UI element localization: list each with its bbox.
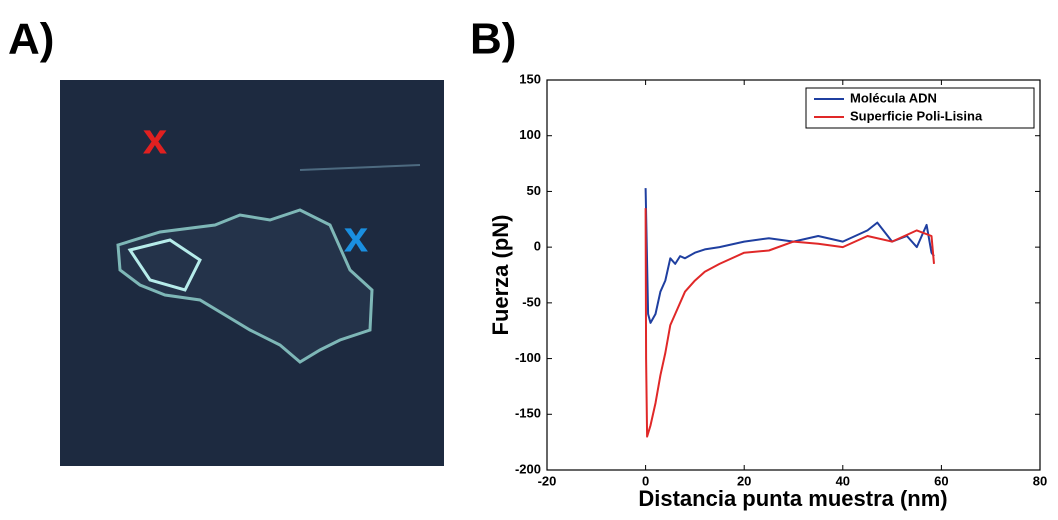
x-tick-label: -20 (538, 473, 557, 488)
y-tick-label: 0 (534, 239, 541, 254)
x-tick-label: 0 (642, 473, 649, 488)
panel-label: B) (470, 15, 516, 64)
y-tick-label: 100 (519, 127, 541, 142)
y-tick-label: -50 (522, 294, 541, 309)
x-tick-label: 60 (934, 473, 948, 488)
y-tick-label: -200 (515, 461, 541, 476)
plot-frame (546, 79, 1041, 471)
x-tick-label: 80 (1033, 473, 1047, 488)
image-marker: x (143, 115, 168, 164)
panel-label: A) (8, 15, 54, 64)
legend-label: Superficie Poli-Lisina (850, 108, 983, 123)
series-line (644, 208, 935, 438)
series-line (644, 188, 935, 324)
legend-label: Molécula ADN (850, 90, 937, 105)
x-tick-label: 20 (737, 473, 751, 488)
afm-image (60, 80, 444, 466)
image-marker: x (344, 213, 369, 262)
y-axis-label: Fuerza (pN) (488, 215, 513, 336)
y-tick-label: 50 (527, 183, 541, 198)
x-tick-label: 40 (836, 473, 850, 488)
legend-box (805, 87, 1035, 129)
x-axis-label: Distancia punta muestra (nm) (638, 486, 947, 511)
y-tick-label: -150 (515, 406, 541, 421)
y-tick-label: -100 (515, 350, 541, 365)
y-tick-label: 150 (519, 71, 541, 86)
